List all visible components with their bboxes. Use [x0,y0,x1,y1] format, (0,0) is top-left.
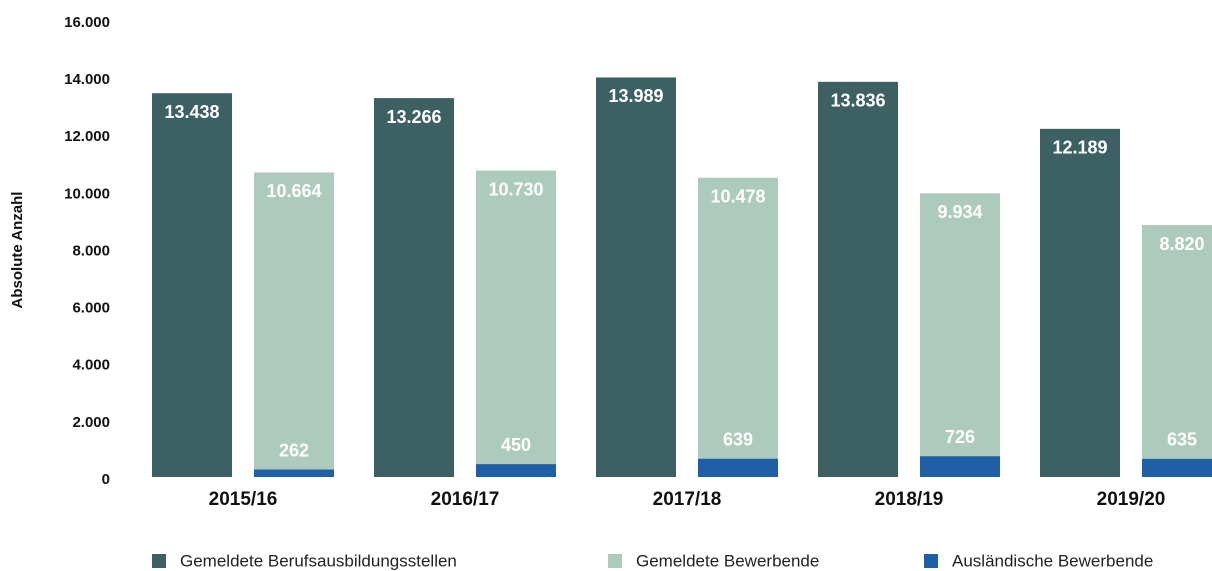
bar [254,469,334,477]
y-tick-label: 12.000 [64,128,110,145]
bar [254,172,334,478]
x-tick-label: 2017/18 [653,489,722,510]
x-tick-label: 2018/19 [875,489,944,510]
value-label: 726 [945,427,975,447]
value-label: 635 [1167,430,1197,450]
legend-swatch [608,554,622,568]
bar [1142,458,1212,477]
bar [920,456,1000,477]
legend-label: Gemeldete Bewerbende [636,551,819,570]
y-tick-label: 0 [102,471,110,488]
bar [596,77,676,478]
value-label: 450 [501,435,531,455]
x-tick-label: 2015/16 [209,489,278,510]
y-tick-label: 4.000 [72,357,110,374]
bar [374,98,454,477]
value-label: 9.934 [937,202,982,222]
bar [152,93,232,477]
bar [920,193,1000,477]
y-tick-label: 8.000 [72,242,110,259]
y-tick-label: 14.000 [64,71,110,88]
y-tick-label: 2.000 [72,414,110,431]
bar [1142,225,1212,477]
bar [818,81,898,477]
y-tick-label: 10.000 [64,185,110,202]
value-label: 10.664 [266,181,321,201]
value-label: 262 [279,440,309,460]
bar [476,464,556,477]
bar [476,170,556,478]
value-label: 12.189 [1052,138,1107,158]
bar [698,177,778,478]
value-label: 8.820 [1159,234,1204,254]
x-tick-label: 2019/20 [1097,489,1166,510]
x-tick-label: 2016/17 [431,489,500,510]
y-axis-label: Absolute Anzahl [9,192,26,309]
value-label: 13.989 [608,86,663,106]
y-tick-label: 6.000 [72,300,110,317]
value-label: 639 [723,429,753,449]
bar [1040,128,1120,477]
legend-label: Ausländische Bewerbende [952,551,1153,570]
value-label: 10.478 [710,186,765,206]
legend-swatch [924,554,938,568]
value-label: 13.438 [164,102,219,122]
bar [698,458,778,477]
value-label: 10.730 [488,179,543,199]
legend-swatch [152,554,166,568]
y-tick-label: 16.000 [64,14,110,31]
legend-label: Gemeldete Berufsausbildungsstellen [180,551,457,570]
value-label: 13.266 [386,107,441,127]
value-label: 13.836 [830,91,885,111]
